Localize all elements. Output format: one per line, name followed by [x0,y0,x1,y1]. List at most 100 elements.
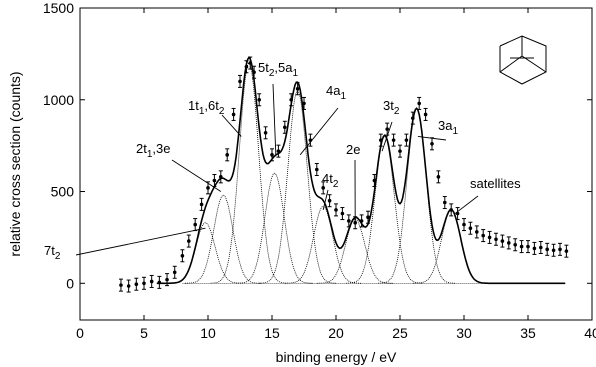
x-tick-label: 5 [140,325,148,341]
data-point [513,242,517,247]
annotation-label: 5t2,5a1 [258,60,298,79]
fit-components [156,56,566,285]
data-point [180,253,185,258]
data-point [193,222,197,227]
data-point [340,211,345,216]
x-tick-label: 10 [200,325,216,341]
data-point [172,270,177,275]
data-point [134,282,139,287]
data-point [519,244,524,249]
data-point [119,283,123,287]
data-point [475,230,479,234]
data-point [481,233,486,238]
data-point [443,200,447,205]
annotation-label: 4a1 [326,83,346,102]
data-point [238,79,242,84]
y-axis-title: relative cross section (counts) [7,71,23,256]
data-point [270,153,274,157]
data-point [404,138,409,142]
data-point [315,167,319,172]
data-point [532,246,537,251]
data-point [252,70,256,75]
data-point [372,178,377,183]
data-point [199,202,204,207]
data-point [423,112,428,117]
annotation-leader [75,227,206,256]
data-point [551,248,556,253]
x-tick-label: 40 [584,325,596,341]
data-point [157,280,162,285]
annotation-leader [221,114,242,137]
fit-component [184,194,261,284]
annotation-label: satellites [470,176,521,191]
data-point [487,235,492,240]
annotation-leader [381,121,393,152]
data-point [558,247,562,252]
data-point [206,186,210,190]
data-point [353,220,358,225]
y-tick-label: 0 [66,275,74,291]
data-point [187,239,191,243]
annotation-label: 3t2 [383,98,400,117]
annotation-label: 7t2 [44,243,61,262]
data-point [564,249,569,253]
data-point [244,64,249,69]
data-point [545,247,549,252]
data-point [417,101,422,106]
data-point [494,237,498,242]
data-point [225,153,229,157]
data-point [507,241,511,245]
data-point [212,178,217,183]
x-axis-title: binding energy / eV [276,349,397,365]
data-point [468,226,473,231]
fit-component [236,172,314,284]
annotation-label: 1t1,6t2 [188,98,225,117]
data-point [436,175,441,179]
y-tick-label: 1500 [43,0,74,16]
data-point [276,149,281,153]
data-point [263,131,268,135]
x-tick-label: 15 [264,325,280,341]
data-point [295,86,300,91]
fit-envelope [156,56,566,285]
annotation-leader [272,83,277,155]
data-point [385,127,390,131]
data-point [526,244,530,249]
data-point [165,277,169,282]
data-point [430,142,434,146]
data-point [500,239,505,243]
data-point [231,112,236,117]
annotation-leader [454,195,479,214]
x-tick-label: 0 [76,325,84,341]
fit-component [167,222,243,284]
annotation-leader [322,189,329,210]
fit-component [412,209,490,284]
plot-frame [79,7,593,321]
annotations: 7t2 2t1,3e 1t1,6t2 5t2,5a1 4a1 4t2 2e 3t2 3a1 sat… [44,60,521,262]
annotation-leader [171,159,222,192]
data-point [539,245,543,250]
data-point [379,138,383,142]
x-tick-label: 25 [392,325,408,341]
data-point [347,219,351,223]
y-tick-label: 500 [51,184,75,200]
data-point [359,219,364,223]
x-tick-label: 35 [520,325,536,341]
annotation-label: 4t2 [322,171,339,190]
x-tick-label: 30 [456,325,472,341]
data-point [411,116,415,120]
data-point [366,215,370,220]
data-point [283,125,287,130]
data-point [391,138,396,142]
data-point [126,284,131,288]
fit-component [284,205,362,284]
annotation-leader [417,136,447,141]
fit-component [210,63,288,284]
data-point [398,149,402,153]
fit-component [346,136,423,284]
data-point [449,208,454,212]
data-point [142,281,146,286]
data-point [248,61,253,65]
data-point [219,175,223,179]
